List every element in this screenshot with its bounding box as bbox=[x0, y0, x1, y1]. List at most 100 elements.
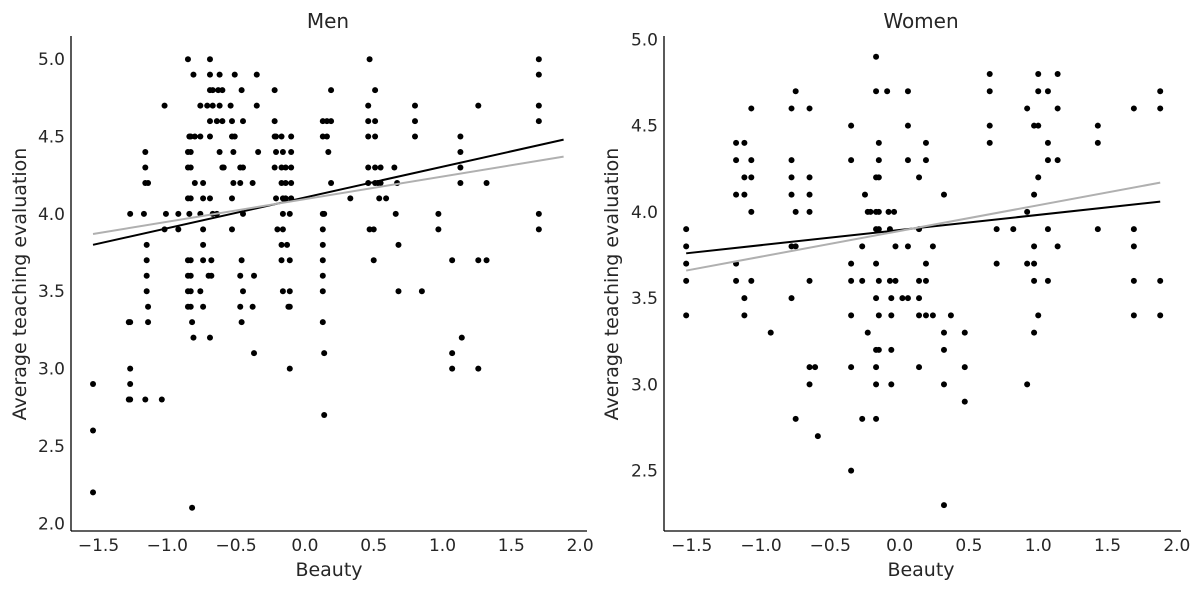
men-data-point bbox=[449, 350, 456, 357]
men-data-point bbox=[209, 87, 216, 94]
men-data-point bbox=[231, 71, 238, 78]
women-data-point bbox=[1130, 277, 1137, 284]
women-data-point bbox=[873, 381, 880, 388]
men-data-point bbox=[535, 226, 542, 233]
men-data-point bbox=[372, 133, 379, 140]
women-data-point bbox=[1054, 70, 1061, 77]
men-data-point bbox=[435, 226, 442, 233]
men-data-point bbox=[251, 272, 258, 279]
men-data-point bbox=[282, 195, 289, 202]
women-data-point bbox=[806, 364, 813, 371]
men-data-point bbox=[319, 257, 326, 264]
women-data-point bbox=[748, 105, 755, 112]
men-data-point bbox=[231, 133, 238, 140]
women-data-point bbox=[748, 157, 755, 164]
men-data-point bbox=[191, 133, 198, 140]
women-data-point bbox=[922, 312, 929, 319]
men-data-point bbox=[282, 179, 289, 186]
men-data-point bbox=[190, 71, 197, 78]
men-y-axis-label: Average teaching evaluation bbox=[9, 148, 31, 421]
women-data-point bbox=[1094, 122, 1101, 129]
women-data-point bbox=[922, 139, 929, 146]
women-data-point bbox=[947, 312, 954, 319]
women-data-point bbox=[848, 467, 855, 474]
men-data-point bbox=[190, 334, 197, 341]
women-data-point bbox=[892, 243, 899, 250]
men-data-point bbox=[145, 179, 152, 186]
women-data-point bbox=[848, 364, 855, 371]
men-data-point bbox=[365, 102, 372, 109]
men-data-point bbox=[143, 288, 150, 295]
men-data-point bbox=[457, 179, 464, 186]
men-data-point bbox=[204, 102, 211, 109]
women-data-point bbox=[683, 260, 690, 267]
men-data-point bbox=[127, 396, 134, 403]
women-data-point bbox=[885, 208, 892, 215]
men-data-point bbox=[278, 257, 285, 264]
women-data-point bbox=[814, 433, 821, 440]
men-data-point bbox=[175, 226, 182, 233]
men-data-point bbox=[184, 56, 191, 63]
women-fit-line-gray bbox=[685, 181, 1161, 272]
women-data-point bbox=[1024, 105, 1031, 112]
men-data-point bbox=[249, 303, 256, 310]
women-data-point bbox=[875, 208, 882, 215]
men-data-point bbox=[213, 118, 220, 125]
women-data-point bbox=[961, 364, 968, 371]
women-data-point bbox=[788, 243, 795, 250]
men-data-point bbox=[278, 164, 285, 171]
men-x-tick-label: 0.0 bbox=[291, 536, 318, 556]
women-data-point bbox=[1130, 312, 1137, 319]
men-data-point bbox=[230, 179, 237, 186]
men-data-point bbox=[187, 195, 194, 202]
men-fit-line-black bbox=[92, 138, 564, 246]
women-data-point bbox=[929, 312, 936, 319]
men-data-point bbox=[216, 102, 223, 109]
men-data-point bbox=[208, 272, 215, 279]
women-data-point bbox=[940, 346, 947, 353]
men-data-point bbox=[319, 272, 326, 279]
women-data-point bbox=[873, 364, 880, 371]
men-data-point bbox=[284, 241, 291, 248]
women-data-point bbox=[916, 364, 923, 371]
men-data-point bbox=[279, 288, 286, 295]
men-data-point bbox=[142, 396, 149, 403]
women-data-point bbox=[1024, 208, 1031, 215]
men-data-point bbox=[347, 195, 354, 202]
men-data-point bbox=[216, 71, 223, 78]
women-data-point bbox=[1044, 157, 1051, 164]
men-data-point bbox=[278, 241, 285, 248]
women-data-point bbox=[873, 53, 880, 60]
women-data-point bbox=[916, 277, 923, 284]
men-data-point bbox=[319, 133, 326, 140]
women-data-point bbox=[875, 139, 882, 146]
men-data-point bbox=[278, 133, 285, 140]
women-data-point bbox=[1054, 157, 1061, 164]
men-data-point bbox=[200, 226, 207, 233]
men-data-point bbox=[191, 179, 198, 186]
women-data-point bbox=[788, 157, 795, 164]
men-data-point bbox=[145, 319, 152, 326]
men-data-point bbox=[127, 365, 134, 372]
men-data-point bbox=[187, 272, 194, 279]
women-data-point bbox=[916, 174, 923, 181]
men-data-point bbox=[90, 489, 97, 496]
women-data-point bbox=[792, 415, 799, 422]
men-data-point bbox=[279, 149, 286, 156]
men-data-point bbox=[457, 133, 464, 140]
men-y-tick-label: 5.0 bbox=[38, 50, 65, 70]
women-data-point bbox=[788, 174, 795, 181]
men-data-point bbox=[127, 210, 134, 217]
men-data-point bbox=[279, 226, 286, 233]
men-x-axis-label: Beauty bbox=[295, 559, 362, 581]
men-data-point bbox=[186, 210, 193, 217]
men-data-point bbox=[158, 396, 165, 403]
men-data-point bbox=[200, 195, 207, 202]
women-data-point bbox=[993, 260, 1000, 267]
women-data-point bbox=[861, 191, 868, 198]
men-data-point bbox=[286, 257, 293, 264]
women-data-point bbox=[848, 277, 855, 284]
women-data-point bbox=[1031, 122, 1038, 129]
women-x-tick-label: 2.0 bbox=[1163, 536, 1190, 556]
women-data-point bbox=[1024, 381, 1031, 388]
